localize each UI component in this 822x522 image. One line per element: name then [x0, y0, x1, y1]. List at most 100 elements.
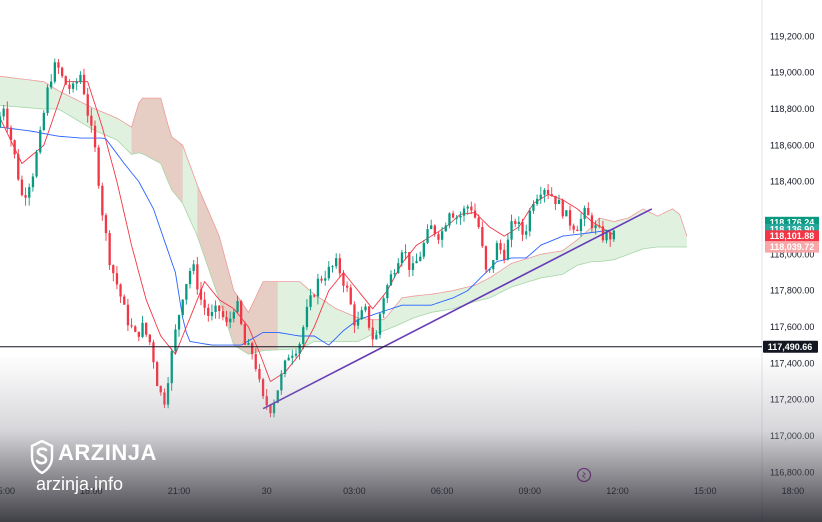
- candle-body: [214, 305, 217, 312]
- candle-body: [397, 263, 400, 273]
- candle-body: [459, 215, 462, 218]
- y-tick-label: 117,600.00: [770, 322, 814, 332]
- candle-body: [101, 185, 104, 216]
- candle-body: [382, 298, 385, 314]
- candle-body: [484, 246, 488, 270]
- candle-body: [108, 233, 111, 266]
- y-tick-label: 117,000.00: [770, 431, 814, 441]
- candle-body: [177, 315, 181, 330]
- candle-body: [565, 210, 568, 217]
- candle-body: [243, 324, 246, 345]
- price-label-bg: [765, 216, 819, 228]
- candle-body: [141, 322, 144, 337]
- candle-body: [31, 176, 35, 188]
- candle-body: [371, 327, 374, 340]
- candle-body: [46, 87, 49, 113]
- candle-body: [609, 232, 612, 240]
- candle-body: [97, 147, 100, 186]
- candle-body: [254, 354, 257, 369]
- replay-icon[interactable]: [576, 467, 592, 483]
- horizontal-level-label-bg: [763, 340, 818, 353]
- candle-body: [39, 130, 42, 153]
- candle-body: [9, 127, 13, 141]
- cloud-bearish-area: [131, 98, 183, 204]
- candle-body: [441, 231, 444, 240]
- y-tick-label: 116,800.00: [770, 467, 814, 477]
- y-tick-label: 118,000.00: [770, 249, 814, 259]
- candle-body: [82, 74, 86, 95]
- candle-body: [430, 225, 433, 230]
- candle-body: [145, 322, 148, 335]
- candle-body: [543, 190, 546, 195]
- candle-body: [455, 217, 458, 219]
- candle-body: [163, 392, 166, 405]
- price-label: 118,176.24: [770, 217, 815, 227]
- candle-body: [196, 264, 199, 290]
- candle-body: [134, 326, 137, 332]
- candle-body: [324, 278, 327, 281]
- y-tick-label: 117,200.00: [770, 395, 814, 405]
- candle-body: [492, 260, 495, 270]
- candle-body: [130, 325, 133, 327]
- candle-body: [42, 112, 45, 130]
- candle-body: [199, 289, 203, 300]
- cloud-bearish-area: [197, 185, 278, 355]
- candle-body: [583, 208, 586, 219]
- candle-body: [126, 304, 130, 326]
- candle-body: [302, 327, 305, 345]
- candle-body: [466, 206, 469, 209]
- ichimoku-cloud: [0, 75, 688, 355]
- candle-body: [218, 305, 221, 312]
- candle-body: [444, 225, 447, 232]
- candle-body: [181, 299, 184, 316]
- candle-body: [521, 221, 524, 235]
- candle-body: [283, 360, 287, 374]
- candle-body: [572, 225, 575, 230]
- candle-body: [346, 285, 349, 288]
- candle-body: [185, 284, 188, 300]
- candle-body: [225, 317, 228, 323]
- candle-body: [594, 225, 597, 229]
- y-tick-label: 118,600.00: [770, 140, 814, 150]
- candle-body: [28, 187, 31, 198]
- candle-body: [79, 74, 82, 82]
- candle-body: [378, 313, 382, 335]
- candle-body: [20, 179, 24, 196]
- candle-body: [419, 256, 422, 261]
- candle-body: [320, 278, 323, 281]
- candle-body: [517, 221, 520, 224]
- candle-body: [90, 115, 93, 126]
- x-tick-label: 15:00: [0, 486, 15, 496]
- price-label-bg: [765, 241, 819, 253]
- candle-body: [57, 62, 60, 68]
- candle-body: [389, 274, 393, 286]
- horizontal-line-layer[interactable]: 117,490.66: [0, 340, 818, 353]
- candle-body: [477, 217, 480, 228]
- candle-body: [64, 76, 67, 85]
- candle-body: [335, 258, 338, 267]
- candle-body: [568, 210, 572, 226]
- candle-body: [258, 369, 261, 380]
- candle-body: [327, 266, 330, 279]
- candle-body: [75, 81, 78, 84]
- candle-body: [232, 312, 235, 319]
- candle-body: [353, 304, 356, 326]
- candle-body: [188, 271, 192, 285]
- candle-body: [510, 221, 513, 240]
- candle-body: [495, 243, 499, 261]
- y-axis[interactable]: 119,200.00 119,000.00 118,800.00 118,600.00…: [770, 31, 814, 477]
- candle-body: [411, 263, 415, 270]
- candle-body: [605, 232, 608, 241]
- horizontal-level-label: 117,490.66: [768, 342, 813, 352]
- candle-body: [265, 396, 268, 406]
- candle-body: [6, 108, 9, 128]
- candle-body: [236, 301, 239, 313]
- price-label: 118,101.88: [770, 231, 815, 241]
- candle-body: [525, 231, 528, 235]
- candle-body: [93, 125, 97, 148]
- candle-body: [86, 94, 89, 116]
- candle-body: [590, 215, 594, 229]
- candle-body: [415, 261, 418, 264]
- price-label: 118,039.72: [770, 242, 815, 252]
